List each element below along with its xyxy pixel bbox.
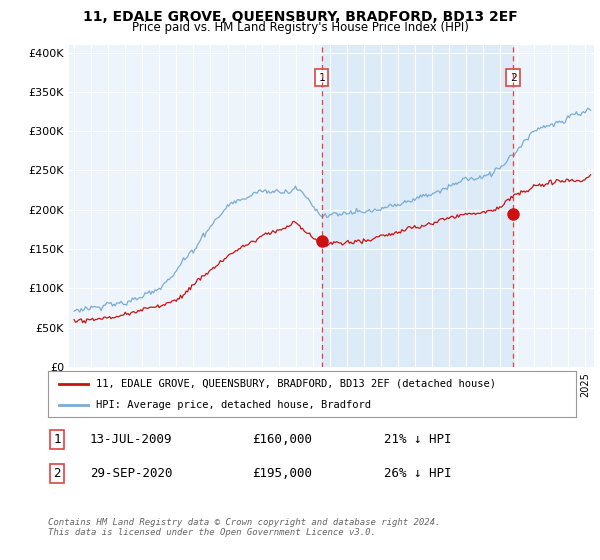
Text: 1: 1 — [53, 433, 61, 446]
Text: 13-JUL-2009: 13-JUL-2009 — [90, 433, 173, 446]
Text: 2: 2 — [509, 73, 517, 83]
Text: £195,000: £195,000 — [252, 466, 312, 480]
Text: 11, EDALE GROVE, QUEENSBURY, BRADFORD, BD13 2EF: 11, EDALE GROVE, QUEENSBURY, BRADFORD, B… — [83, 10, 517, 24]
Text: Contains HM Land Registry data © Crown copyright and database right 2024.
This d: Contains HM Land Registry data © Crown c… — [48, 518, 440, 538]
Text: 21% ↓ HPI: 21% ↓ HPI — [384, 433, 452, 446]
Text: 26% ↓ HPI: 26% ↓ HPI — [384, 466, 452, 480]
Bar — [322, 45, 513, 367]
Text: 2: 2 — [53, 466, 61, 480]
Text: HPI: Average price, detached house, Bradford: HPI: Average price, detached house, Brad… — [95, 400, 371, 410]
Text: Price paid vs. HM Land Registry's House Price Index (HPI): Price paid vs. HM Land Registry's House … — [131, 21, 469, 34]
Text: 29-SEP-2020: 29-SEP-2020 — [90, 466, 173, 480]
Text: 11, EDALE GROVE, QUEENSBURY, BRADFORD, BD13 2EF (detached house): 11, EDALE GROVE, QUEENSBURY, BRADFORD, B… — [95, 379, 496, 389]
Text: 1: 1 — [319, 73, 325, 83]
Text: £160,000: £160,000 — [252, 433, 312, 446]
